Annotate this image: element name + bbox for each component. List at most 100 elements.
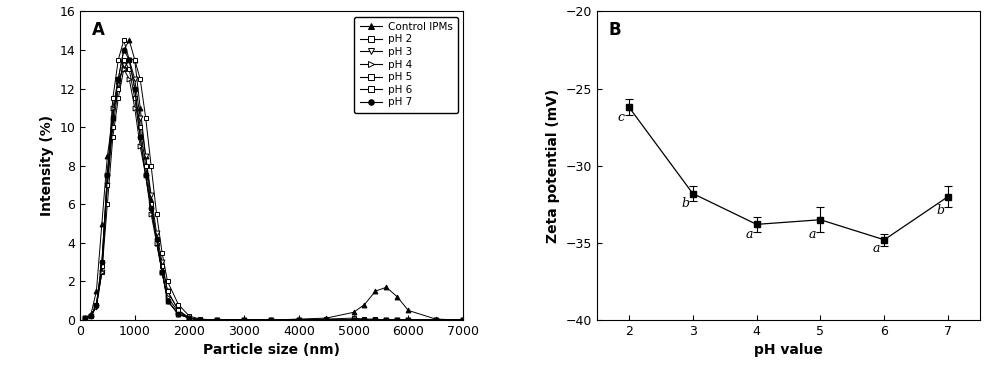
pH 6 (293, 318, 305, 322)
pH 5 (358, 318, 370, 322)
pH 7 (380, 318, 392, 322)
Control IPMs (320, 316, 332, 320)
Control IPMs (402, 308, 414, 313)
Control IPMs (194, 318, 206, 322)
pH 5 (265, 318, 277, 322)
pH 3 (134, 115, 146, 120)
pH 2 (265, 318, 277, 322)
Control IPMs (156, 269, 168, 274)
pH 4 (162, 295, 174, 299)
pH 6 (358, 318, 370, 322)
pH 6 (430, 318, 442, 322)
pH 2 (96, 269, 108, 274)
pH 6 (402, 318, 414, 322)
pH 5 (96, 264, 108, 268)
pH 2 (430, 318, 442, 322)
pH 5 (380, 318, 392, 322)
pH 6 (238, 318, 250, 322)
pH 2 (151, 212, 163, 216)
pH 5 (369, 318, 381, 322)
pH 7 (151, 237, 163, 241)
pH 7 (183, 316, 195, 320)
pH 3 (101, 183, 113, 187)
pH 7 (162, 298, 174, 303)
pH 7 (238, 318, 250, 322)
Line: pH 2: pH 2 (83, 57, 465, 322)
Line: Control IPMs: Control IPMs (83, 38, 465, 322)
pH 2 (211, 318, 223, 322)
Control IPMs (129, 58, 141, 62)
pH 4 (129, 106, 141, 110)
pH 5 (134, 134, 146, 139)
pH 7 (320, 318, 332, 322)
pH 3 (79, 316, 91, 320)
pH 2 (101, 202, 113, 207)
pH 6 (380, 318, 392, 322)
pH 5 (430, 318, 442, 322)
pH 6 (172, 312, 184, 317)
pH 2 (118, 67, 130, 72)
pH 6 (140, 163, 152, 168)
pH 6 (145, 202, 157, 207)
pH 6 (457, 318, 469, 322)
pH 5 (183, 316, 195, 320)
pH 2 (156, 250, 168, 255)
pH 5 (211, 318, 223, 322)
pH 4 (369, 318, 381, 322)
Control IPMs (430, 317, 442, 321)
pH 3 (430, 318, 442, 322)
pH 4 (79, 316, 91, 320)
pH 5 (107, 125, 119, 130)
pH 7 (369, 318, 381, 322)
pH 5 (402, 318, 414, 322)
pH 2 (123, 58, 135, 62)
pH 3 (293, 318, 305, 322)
pH 6 (85, 314, 97, 319)
pH 5 (118, 58, 130, 62)
pH 4 (457, 318, 469, 322)
pH 3 (129, 77, 141, 81)
pH 3 (348, 318, 360, 322)
pH 3 (151, 231, 163, 235)
Control IPMs (145, 198, 157, 203)
pH 7 (85, 314, 97, 319)
pH 4 (391, 318, 403, 322)
pH 6 (320, 318, 332, 322)
Control IPMs (380, 285, 392, 290)
pH 7 (156, 269, 168, 274)
X-axis label: pH value: pH value (754, 343, 823, 357)
pH 2 (140, 115, 152, 120)
Control IPMs (90, 289, 102, 293)
pH 4 (183, 316, 195, 320)
pH 4 (211, 318, 223, 322)
X-axis label: Particle size (nm): Particle size (nm) (203, 343, 340, 357)
pH 4 (358, 318, 370, 322)
pH 2 (369, 317, 381, 321)
pH 3 (162, 289, 174, 293)
pH 5 (156, 264, 168, 268)
Control IPMs (151, 241, 163, 245)
Text: a: a (873, 242, 880, 255)
pH 3 (194, 318, 206, 322)
Text: A: A (91, 21, 104, 39)
pH 7 (134, 134, 146, 139)
Control IPMs (107, 115, 119, 120)
pH 5 (391, 318, 403, 322)
pH 2 (238, 318, 250, 322)
Control IPMs (162, 298, 174, 303)
pH 7 (358, 318, 370, 322)
pH 5 (90, 303, 102, 307)
pH 3 (265, 318, 277, 322)
Control IPMs (101, 154, 113, 158)
pH 4 (151, 241, 163, 245)
pH 3 (211, 318, 223, 322)
pH 4 (293, 318, 305, 322)
pH 6 (156, 269, 168, 274)
Control IPMs (358, 303, 370, 307)
pH 3 (320, 318, 332, 322)
pH 7 (172, 312, 184, 317)
pH 7 (457, 318, 469, 322)
pH 2 (90, 303, 102, 307)
pH 6 (112, 58, 124, 62)
pH 6 (194, 318, 206, 322)
